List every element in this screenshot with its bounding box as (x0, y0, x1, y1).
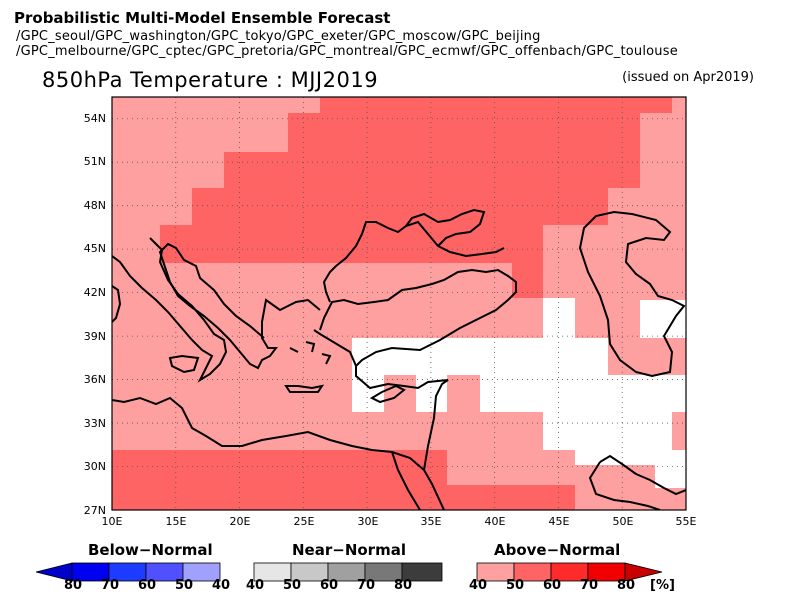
legend-below-bar (35, 562, 221, 582)
shade-above-50-north (160, 97, 672, 263)
lat-axis-labels: 27N 30N 33N 36N 39N 42N 45N 48N 51N 54N (84, 112, 106, 517)
lat-label: 42N (84, 286, 106, 299)
near-80-swatch (401, 562, 443, 582)
shade-above-50-arabia (447, 485, 575, 510)
coast-sardinia (112, 285, 122, 323)
above-tick: 50 (506, 578, 525, 593)
coast-persian-gulf (599, 454, 686, 496)
legend-above-label: Above−Normal (494, 541, 621, 559)
below-tick: 60 (138, 578, 157, 593)
issued-date: (issued on Apr2019) (622, 70, 754, 85)
lat-label: 30N (84, 460, 106, 473)
above-tick: 40 (469, 578, 488, 593)
lon-label: 25E (294, 515, 315, 528)
below-tick: 80 (64, 578, 83, 593)
lat-label: 48N (84, 199, 106, 212)
below-tick: 70 (101, 578, 120, 593)
lon-label: 10E (102, 515, 123, 528)
map-title: 850hPa Temperature : MJJ2019 (42, 68, 379, 92)
near-tick: 60 (320, 578, 339, 593)
lon-label: 40E (485, 515, 506, 528)
lat-label: 33N (84, 417, 106, 430)
coast-italy (112, 237, 228, 383)
lon-label: 15E (166, 515, 187, 528)
coast-balkans (158, 242, 321, 370)
above-80-arrow (624, 562, 663, 582)
below-tick: 50 (175, 578, 194, 593)
lon-label: 35E (421, 515, 442, 528)
below-tick: 40 (212, 578, 231, 593)
above-tick: 80 (617, 578, 636, 593)
shade-above-50-caucasus (512, 263, 543, 298)
lat-label: 45N (84, 242, 106, 255)
legend-below-label: Below−Normal (88, 541, 213, 559)
centres-line-2: /GPC_melbourne/GPC_cptec/GPC_pretoria/GP… (16, 44, 678, 59)
lon-label: 45E (549, 515, 570, 528)
coast-sicily (168, 354, 200, 374)
coast-cyprus (369, 384, 406, 404)
coast-north-africa (112, 396, 445, 510)
near-tick: 40 (246, 578, 265, 593)
centres-line-1: /GPC_seoul/GPC_washington/GPC_tokyo/GPC_… (16, 29, 541, 44)
coast-gulf-south (588, 461, 661, 510)
forecast-title: Probabilistic Multi-Model Ensemble Forec… (14, 9, 391, 27)
lat-lon-grid (112, 97, 686, 510)
coastlines (112, 208, 686, 510)
coast-black-sea-west (322, 220, 505, 303)
legend-above-bar (476, 562, 663, 582)
shade-near-normal-caspian (640, 300, 686, 338)
below-40-swatch (182, 562, 221, 582)
lat-label: 36N (84, 373, 106, 386)
probability-shading (112, 97, 686, 510)
lon-label: 50E (613, 515, 634, 528)
coast-aegean-islands (289, 341, 332, 365)
plot-frame (111, 96, 687, 511)
lon-label: 55E (676, 515, 697, 528)
coast-caspian (578, 210, 686, 378)
lat-label: 27N (84, 504, 106, 517)
near-tick: 50 (283, 578, 302, 593)
above-tick: 70 (580, 578, 599, 593)
percent-unit: [%] (650, 578, 675, 593)
lat-label: 51N (84, 155, 106, 168)
shade-near-normal (352, 298, 686, 488)
coast-red-sea (391, 451, 421, 510)
near-tick: 70 (357, 578, 376, 593)
near-tick: 80 (394, 578, 413, 593)
lat-label: 39N (84, 330, 106, 343)
coast-crete (284, 384, 325, 393)
coast-anatolia (319, 268, 517, 367)
legend-near-bar (253, 562, 443, 582)
lon-axis-labels: 10E 15E 20E 25E 30E 35E 40E 45E 50E 55E (102, 515, 697, 528)
lat-label: 54N (84, 112, 106, 125)
lon-label: 30E (358, 515, 379, 528)
legend-near-label: Near−Normal (292, 541, 406, 559)
lon-label: 20E (230, 515, 251, 528)
above-tick: 60 (543, 578, 562, 593)
coast-crimea (405, 208, 486, 247)
